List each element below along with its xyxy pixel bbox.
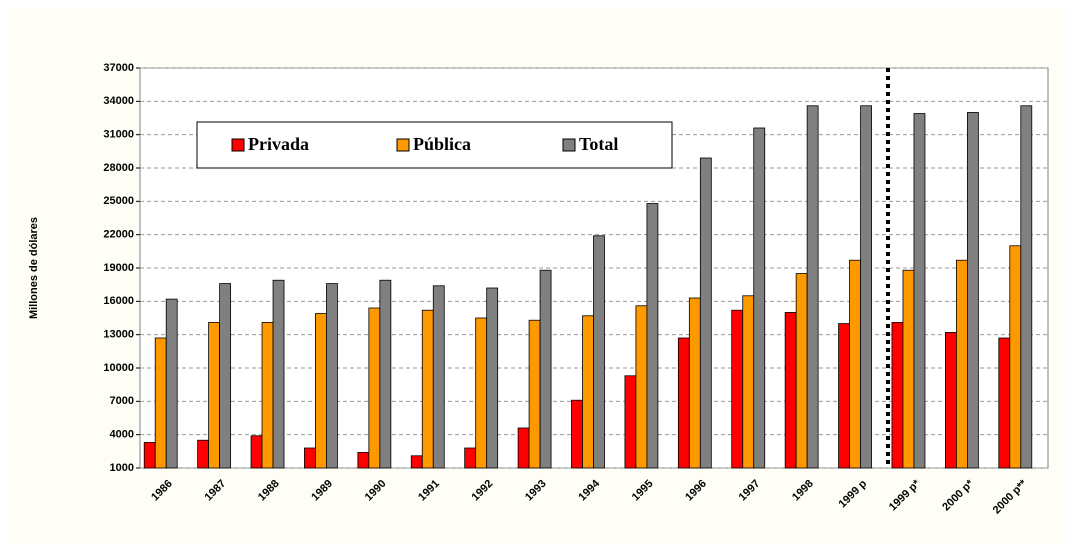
y-axis-label: Millones de dólares — [28, 217, 40, 319]
bar — [646, 203, 659, 469]
bar — [1020, 105, 1033, 469]
legend-label: Total — [579, 134, 618, 154]
bar — [593, 235, 605, 469]
y-tick-label: 31000 — [103, 129, 134, 141]
bar — [891, 322, 904, 469]
bar — [677, 337, 690, 469]
y-tick-label: 16000 — [103, 295, 134, 307]
y-tick-label: 7000 — [110, 395, 134, 407]
y-tick-label: 13000 — [103, 329, 134, 341]
bar — [913, 113, 926, 469]
legend-swatch — [562, 138, 576, 152]
bar — [410, 455, 423, 469]
bar — [219, 283, 232, 469]
bar — [635, 305, 648, 469]
bar — [688, 297, 701, 469]
y-tick-label: 22000 — [103, 229, 134, 241]
bar — [432, 285, 445, 469]
y-tick-label: 1000 — [110, 462, 134, 474]
bar — [208, 322, 221, 469]
y-tick-label: 25000 — [103, 195, 134, 207]
bar — [624, 375, 637, 469]
bar — [998, 337, 1011, 469]
bar — [421, 309, 434, 469]
bar — [806, 105, 819, 469]
y-tick-label: 34000 — [103, 95, 134, 107]
legend-label: Privada — [248, 134, 309, 154]
bars — [143, 105, 1033, 469]
bar — [517, 427, 530, 469]
bar — [784, 312, 797, 469]
bar — [154, 337, 167, 469]
legend — [196, 121, 673, 169]
bar — [272, 279, 285, 469]
legend-swatch — [396, 138, 410, 152]
bar — [315, 313, 327, 469]
bar — [357, 452, 370, 469]
bar — [165, 298, 178, 469]
y-tick-label: 37000 — [103, 62, 134, 74]
bar — [1009, 245, 1022, 469]
bar — [464, 447, 477, 469]
bar — [902, 269, 915, 469]
bar — [860, 105, 872, 469]
bar — [250, 435, 263, 469]
bar — [539, 269, 552, 469]
bar — [955, 259, 968, 469]
bar — [143, 442, 156, 469]
bar — [197, 439, 210, 469]
legend-label: Pública — [413, 134, 471, 154]
bar — [699, 157, 712, 469]
bar — [944, 332, 957, 469]
bar — [571, 399, 583, 469]
bar — [966, 112, 979, 469]
bar — [849, 259, 861, 469]
bar — [304, 447, 316, 469]
bar — [379, 279, 392, 469]
bar — [486, 287, 499, 469]
legend-swatch — [231, 138, 245, 152]
bar — [742, 295, 755, 469]
bar — [528, 319, 541, 469]
bar — [795, 273, 808, 469]
bar — [838, 323, 850, 469]
y-tick-label: 4000 — [110, 429, 134, 441]
bar — [261, 322, 274, 469]
bar — [753, 127, 766, 469]
bar — [326, 283, 338, 469]
bar — [475, 317, 488, 469]
bar — [731, 309, 744, 469]
y-tick-label: 28000 — [103, 162, 134, 174]
y-tick-label: 10000 — [103, 362, 134, 374]
y-tick-label: 19000 — [103, 262, 134, 274]
bar — [582, 315, 594, 469]
bar — [368, 307, 381, 469]
